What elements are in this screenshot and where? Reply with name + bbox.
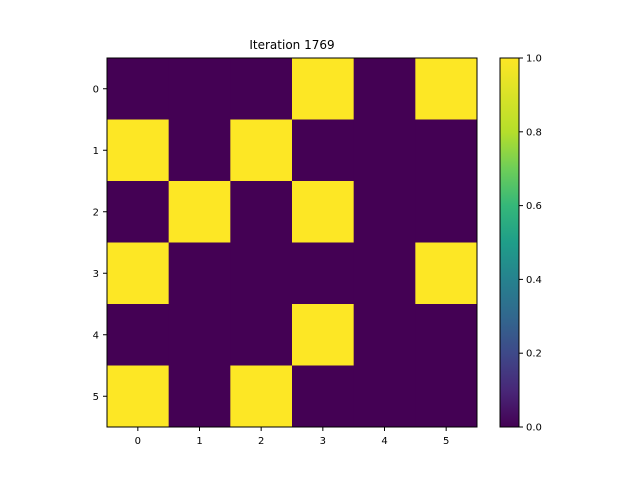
heatmap-cell-r3-c4 [353, 242, 416, 305]
colorbar-tick-label: 0.6 [526, 201, 542, 212]
heatmap-cell-r1-c5 [415, 119, 478, 182]
x-tick-label: 3 [320, 436, 326, 447]
heatmap-cells [107, 58, 478, 428]
heatmap-cell-r4-c1 [168, 304, 231, 366]
heatmap-cell-r4-c5 [415, 304, 478, 366]
heatmap-cell-r1-c0 [107, 119, 170, 182]
x-tick-label: 5 [443, 436, 449, 447]
colorbar [500, 58, 519, 427]
heatmap-cell-r5-c1 [168, 365, 231, 428]
y-tick-label: 2 [93, 207, 99, 218]
heatmap-cell-r5-c5 [415, 365, 478, 428]
heatmap-cell-r1-c1 [168, 119, 231, 182]
y-tick-label: 0 [93, 84, 99, 95]
colorbar-tick-label: 0.4 [526, 275, 542, 286]
heatmap-cell-r3-c3 [292, 242, 355, 305]
heatmap-cell-r3-c2 [230, 242, 293, 305]
heatmap-cell-r1-c2 [230, 119, 293, 182]
heatmap-cell-r0-c3 [292, 58, 355, 120]
colorbar-axis: 0.0 0.2 0.4 0.6 0.8 1.0 [519, 54, 542, 434]
heatmap-cell-r2-c0 [107, 181, 170, 243]
x-tick-label: 1 [196, 436, 202, 447]
colorbar-tick-label: 0.8 [526, 127, 542, 138]
heatmap-cell-r4-c0 [107, 304, 170, 366]
heatmap-cell-r5-c3 [292, 365, 355, 428]
x-axis: 0 1 2 3 4 5 [135, 427, 449, 447]
x-tick-label: 4 [381, 436, 387, 447]
heatmap-cell-r0-c5 [415, 58, 478, 120]
heatmap-cell-r2-c1 [168, 181, 231, 243]
heatmap-cell-r4-c2 [230, 304, 293, 366]
heatmap-cell-r1-c3 [292, 119, 355, 182]
y-tick-label: 5 [93, 392, 99, 403]
heatmap-cell-r2-c4 [353, 181, 416, 243]
heatmap-cell-r2-c3 [292, 181, 355, 243]
heatmap-cell-r5-c4 [353, 365, 416, 428]
heatmap-cell-r0-c2 [230, 58, 293, 120]
chart-title: Iteration 1769 [249, 38, 334, 52]
colorbar-tick-label: 1.0 [526, 54, 542, 65]
heatmap-cell-r4-c3 [292, 304, 355, 366]
y-tick-label: 3 [93, 269, 99, 280]
plot-frame [106, 57, 478, 428]
heatmap-cell-r0-c4 [353, 58, 416, 120]
colorbar-frame [499, 57, 520, 428]
x-tick-label: 0 [135, 436, 141, 447]
heatmap-cell-r1-c4 [353, 119, 416, 182]
heatmap-cell-r3-c5 [415, 242, 478, 305]
y-axis: 0 1 2 3 4 5 [93, 84, 107, 403]
y-tick-label: 4 [93, 330, 99, 341]
heatmap-cell-r0-c1 [168, 58, 231, 120]
heatmap-cell-r2-c5 [415, 181, 478, 243]
heatmap-cell-r5-c0 [107, 365, 170, 428]
colorbar-tick-label: 0.0 [526, 423, 542, 434]
x-tick-label: 2 [258, 436, 264, 447]
heatmap-cell-r4-c4 [353, 304, 416, 366]
heatmap-cell-r5-c2 [230, 365, 293, 428]
y-tick-label: 1 [93, 146, 99, 157]
heatmap-cell-r2-c2 [230, 181, 293, 243]
heatmap-cell-r3-c0 [107, 242, 170, 305]
colorbar-tick-label: 0.2 [526, 349, 542, 360]
heatmap-cell-r0-c0 [107, 58, 170, 120]
heatmap-cell-r3-c1 [168, 242, 231, 305]
